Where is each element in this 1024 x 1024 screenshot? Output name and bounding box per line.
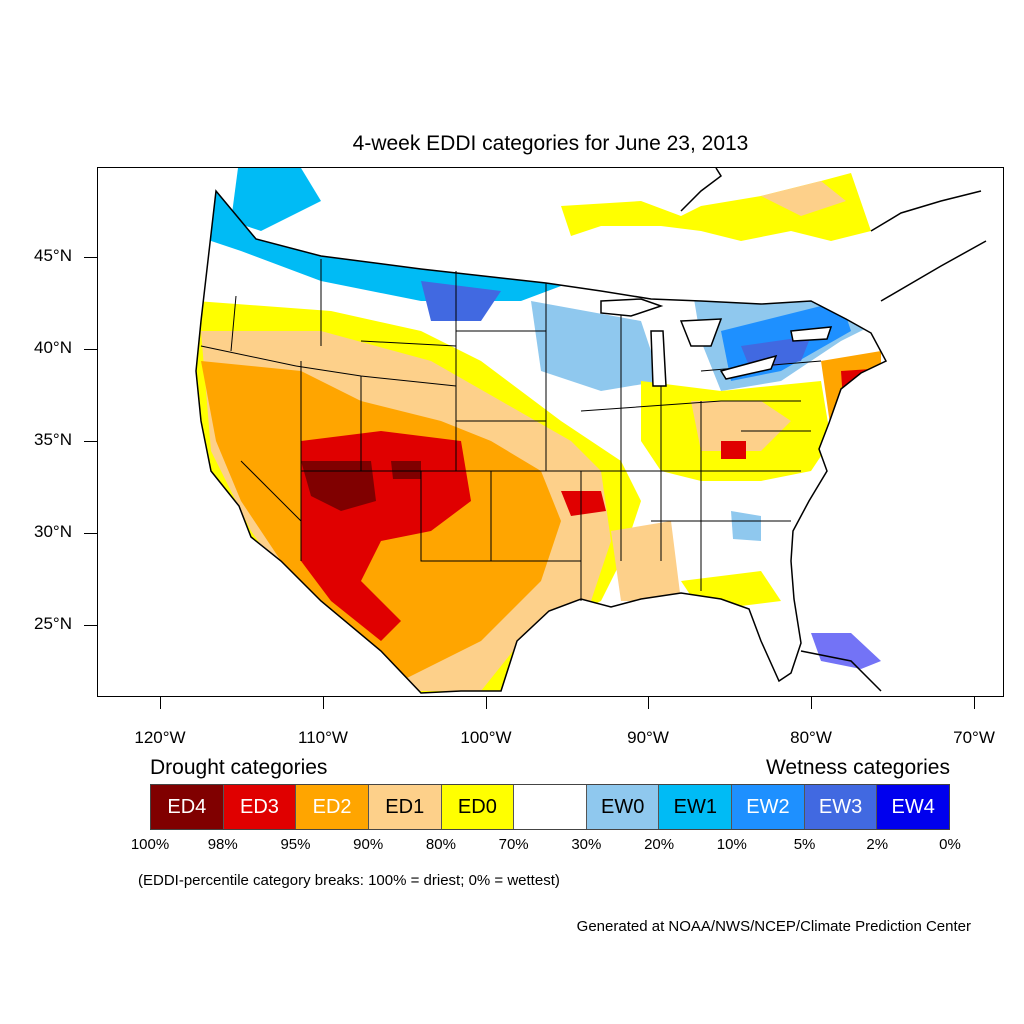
legend-cell-ew1: EW1 xyxy=(659,785,733,829)
drought-heading: Drought categories xyxy=(150,756,328,779)
legend-colorbar: ED4 ED3 ED2 ED1 ED0 EW0 EW1 EW2 EW3 EW4 xyxy=(150,784,950,830)
lon-label-120: 120°W xyxy=(134,728,186,747)
legend-break-label: 0% xyxy=(939,836,961,853)
lat-label-45: 45°N xyxy=(34,246,72,265)
legend-cell-ed0: ED0 xyxy=(441,785,515,829)
legend-cell-ew2: EW2 xyxy=(732,785,805,829)
lat-tick xyxy=(84,257,97,258)
legend-break-label: 80% xyxy=(425,836,456,853)
map-title: 4-week EDDI categories for June 23, 2013 xyxy=(352,132,749,155)
lon-tick xyxy=(648,697,649,709)
legend-break-label: 10% xyxy=(716,836,747,853)
legend-cell-ew3: EW3 xyxy=(804,785,878,829)
lon-tick xyxy=(486,697,487,709)
legend-break-label: 70% xyxy=(498,836,529,853)
legend-break-label: 5% xyxy=(793,836,816,853)
legend-break-label: 2% xyxy=(866,836,889,853)
eddi-map xyxy=(195,168,987,694)
lat-tick xyxy=(84,349,97,350)
lon-tick xyxy=(811,697,812,709)
legend-cell-ed2: ED2 xyxy=(296,785,369,829)
map-panel xyxy=(97,167,1004,697)
category-note: (EDDI-percentile category breaks: 100% =… xyxy=(138,872,560,889)
legend-cell-ed3: ED3 xyxy=(223,785,297,829)
lon-tick xyxy=(974,697,975,709)
lat-tick xyxy=(84,441,97,442)
legend-cell-ew4: EW4 xyxy=(877,785,950,829)
legend-cell-ew0: EW0 xyxy=(586,785,660,829)
lat-label-30: 30°N xyxy=(34,522,72,541)
lon-label-90: 90°W xyxy=(627,728,669,747)
legend-cell-ed4: ED4 xyxy=(151,785,224,829)
credit-line: Generated at NOAA/NWS/NCEP/Climate Predi… xyxy=(576,918,971,935)
lon-tick xyxy=(160,697,161,709)
wetness-heading: Wetness categories xyxy=(765,756,950,779)
lon-label-80: 80°W xyxy=(790,728,832,747)
lat-tick xyxy=(84,625,97,626)
lon-tick xyxy=(323,697,324,709)
legend-break-label: 90% xyxy=(353,836,384,853)
lat-label-40: 40°N xyxy=(34,338,72,357)
legend-break-label: 30% xyxy=(571,836,602,853)
legend-break-label: 100% xyxy=(130,836,170,853)
lon-label-100: 100°W xyxy=(460,728,512,747)
legend-cell-normal xyxy=(514,785,587,829)
lon-label-110: 110°W xyxy=(298,728,348,747)
lat-label-35: 35°N xyxy=(34,430,72,449)
lat-tick xyxy=(84,533,97,534)
lat-label-25: 25°N xyxy=(34,614,72,633)
legend-cell-ed1: ED1 xyxy=(368,785,442,829)
legend-break-label: 95% xyxy=(280,836,311,853)
lon-label-70: 70°W xyxy=(953,728,995,747)
legend-break-label: 98% xyxy=(207,836,238,853)
legend-break-label: 20% xyxy=(644,836,675,853)
